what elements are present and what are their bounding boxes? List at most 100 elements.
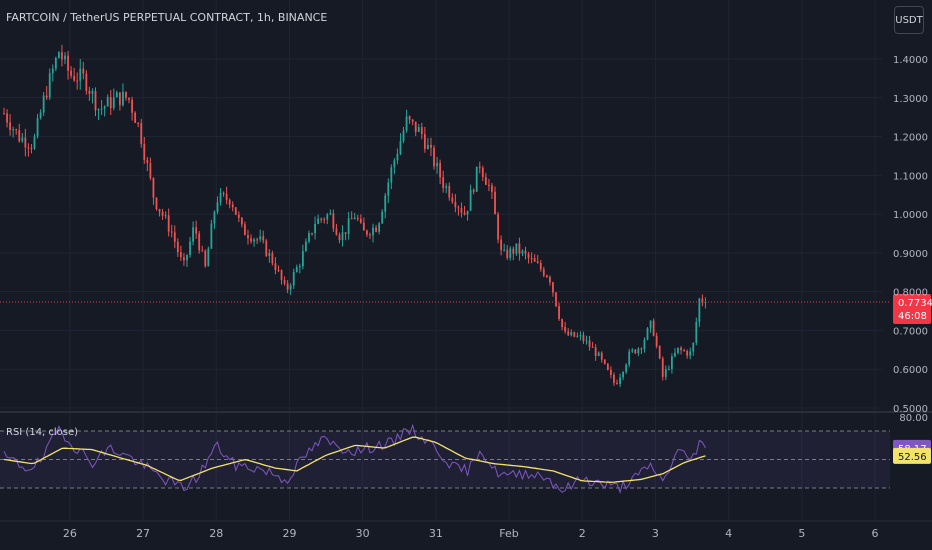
candle-body [628, 351, 631, 365]
candle-body [491, 185, 493, 192]
candle-body [76, 80, 79, 82]
candle-body [155, 197, 158, 210]
candle-body [686, 351, 689, 356]
candle-body [320, 218, 323, 220]
candle-body [411, 119, 414, 122]
candle-body [408, 116, 411, 120]
candle-body [524, 250, 527, 254]
candle-body [335, 228, 338, 235]
candle-body [552, 282, 554, 293]
candle-body [664, 369, 667, 377]
candle-body [128, 97, 130, 100]
candle-body [173, 232, 176, 242]
time-tick-label: 3 [652, 527, 659, 540]
candle-body [506, 249, 509, 258]
rsi-pane: 58.1752.56 [0, 423, 931, 494]
candle-body [176, 241, 179, 252]
candle-body [67, 55, 69, 71]
candle-body [146, 159, 149, 163]
candle-body [143, 143, 146, 160]
candle-body [286, 283, 289, 290]
candle-body [539, 262, 542, 270]
candle-body [655, 335, 658, 347]
candle-body [405, 116, 408, 131]
candle-body [237, 214, 240, 218]
candle-body [616, 382, 618, 384]
candle-body [366, 230, 368, 235]
candle-body [417, 127, 420, 132]
time-tick-label: 2 [579, 527, 586, 540]
candle-body [192, 227, 194, 242]
candle-body [433, 147, 435, 167]
candle-body [674, 352, 676, 357]
candle-body [115, 92, 118, 98]
candle-body [198, 233, 201, 251]
candle-body [228, 199, 231, 205]
candle-body [448, 186, 451, 198]
candle-body [472, 189, 475, 192]
candle-body [48, 73, 51, 98]
candle-body [454, 201, 457, 208]
candle-body [125, 91, 127, 98]
candle-body [451, 197, 454, 202]
candle-body [356, 217, 359, 219]
candle-body [186, 254, 188, 261]
candle-body [466, 210, 469, 215]
candle-body [100, 108, 103, 110]
price-tick-label: 0.5000 [893, 404, 928, 415]
last-price-label-box [893, 293, 931, 324]
candle-body [61, 52, 63, 60]
candle-body [109, 97, 112, 109]
candle-body [564, 326, 567, 332]
candle-body [103, 106, 106, 109]
candle-body [384, 195, 387, 212]
candle-body [45, 95, 48, 98]
candle-body [170, 231, 173, 233]
candle-body [478, 166, 481, 168]
candle-body [430, 144, 432, 148]
candle-body [463, 212, 466, 215]
candle-body [326, 214, 329, 220]
candle-body [323, 219, 326, 221]
candle-body [247, 235, 249, 239]
candle-body [91, 90, 94, 94]
candle-body [375, 227, 377, 232]
candle-body [353, 217, 356, 219]
candle-body [518, 243, 521, 254]
candle-body [308, 233, 310, 242]
candle-body [381, 211, 384, 224]
candle-body [414, 121, 417, 132]
currency-unit-button[interactable]: USDT [894, 6, 924, 34]
candle-body [637, 348, 640, 354]
candle-body [271, 253, 274, 264]
time-tick-label: 29 [282, 527, 296, 540]
candle-body [295, 267, 298, 273]
candle-body [570, 332, 573, 336]
rsi-ma-value-label: 52.56 [898, 452, 927, 463]
candle-body [277, 270, 280, 272]
candle-body [332, 213, 335, 229]
candle-body [527, 253, 530, 258]
rsi-ma-line [3, 436, 706, 483]
candle-body [533, 258, 536, 262]
candle-body [265, 240, 268, 257]
candle-body [317, 218, 320, 224]
candle-body [207, 248, 210, 267]
candle-body [671, 356, 673, 369]
candle-body [12, 129, 15, 131]
candle-body [158, 209, 161, 212]
candle-body [561, 319, 564, 327]
candle-body [134, 112, 137, 123]
candle-body [689, 351, 692, 356]
candle-body [149, 162, 152, 178]
candle-body [387, 182, 390, 196]
candle-body [579, 335, 582, 337]
rsi-axis-label: 80.00 [899, 413, 928, 424]
candle-body [399, 141, 402, 154]
candle-body [372, 227, 374, 236]
price-tick-label: 1.4000 [893, 55, 928, 66]
candle-body [137, 122, 140, 124]
candle-body [497, 214, 499, 240]
candle-body [634, 349, 637, 354]
